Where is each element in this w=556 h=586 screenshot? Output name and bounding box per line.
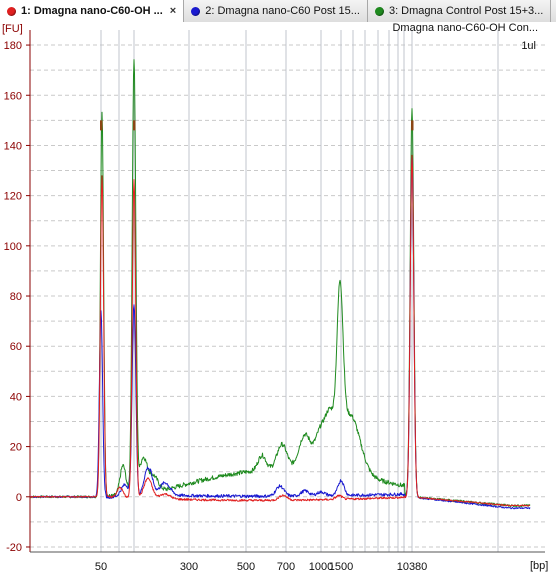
x-tick-label: 1500 (329, 561, 353, 573)
tab-sample-2[interactable]: 2: Dmagna nano-C60 Post 15... (184, 0, 368, 22)
y-tick-label: 40 (10, 391, 22, 403)
tab-label: 2: Dmagna nano-C60 Post 15... (205, 5, 360, 17)
x-tick-label: 700 (277, 561, 295, 573)
peak-marker (133, 120, 136, 131)
tab-sample-3[interactable]: 3: Dmagna Control Post 15+3... (368, 0, 552, 22)
close-icon[interactable]: × (169, 5, 177, 17)
y-tick-label: 20 (10, 442, 22, 454)
y-axis-unit: [FU] (2, 23, 23, 35)
x-tick-label: 10380 (397, 561, 428, 573)
y-tick-label: 100 (4, 241, 22, 253)
y-tick-label: 60 (10, 341, 22, 353)
x-tick-label: 1000 (309, 561, 333, 573)
tab-label: 3: Dmagna Control Post 15+3... (388, 5, 544, 17)
electropherogram-chart: -20 0 20 40 60 80 100 120 140 160 180 50 300 500 700 1… (0, 22, 556, 586)
blue-dot-icon (191, 6, 201, 16)
x-tick-label: 300 (180, 561, 198, 573)
sample-subtitle: 1ul (521, 40, 536, 52)
y-tick-label: 0 (16, 492, 22, 504)
trace-1 (29, 154, 530, 507)
peak-marker (411, 120, 414, 131)
y-tick-label: 80 (10, 291, 22, 303)
tab-label: 1: Dmagna nano-C60-OH ... (21, 5, 163, 17)
y-tick-label: -20 (6, 542, 22, 554)
red-dot-icon (7, 6, 16, 16)
y-tick-label: 180 (4, 40, 22, 52)
peak-marker (100, 120, 103, 131)
sample-tabbar: 1: Dmagna nano-C60-OH ... × 2: Dmagna na… (0, 0, 556, 23)
y-tick-label: 160 (4, 90, 22, 102)
x-tick-label: 500 (237, 561, 255, 573)
x-axis-unit: [bp] (530, 560, 549, 572)
sample-title: Dmagna nano-C60-OH Con... (392, 22, 538, 34)
x-tick-label: 50 (95, 561, 107, 573)
y-tick-label: 120 (4, 191, 22, 203)
green-dot-icon (374, 6, 384, 16)
tab-sample-1[interactable]: 1: Dmagna nano-C60-OH ... × (0, 0, 185, 22)
y-tick-label: 140 (4, 140, 22, 152)
